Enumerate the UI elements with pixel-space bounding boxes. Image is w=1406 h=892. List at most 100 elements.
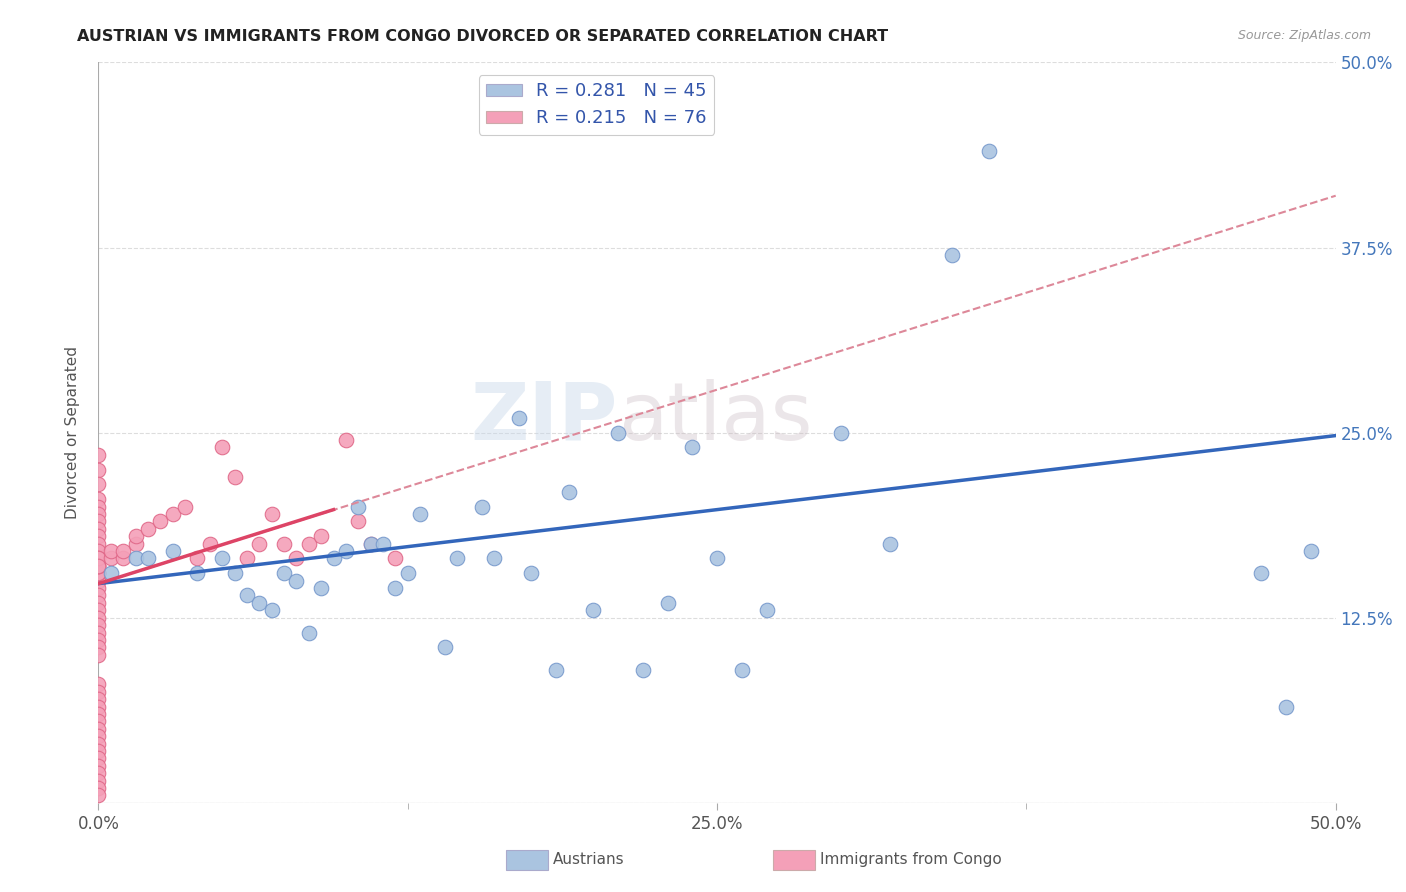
Text: atlas: atlas (619, 379, 813, 457)
Point (87, 737, 110, 751)
Point (557, 484, 579, 499)
Point (731, 663, 754, 677)
Point (112, 551, 135, 566)
Point (87, 706, 110, 721)
Point (224, 470, 246, 484)
Point (87, 529, 110, 543)
Point (87, 507, 110, 521)
Y-axis label: Divorced or Separated: Divorced or Separated (65, 346, 80, 519)
Point (309, 529, 332, 543)
Point (87, 558, 110, 573)
Point (273, 566, 295, 581)
Point (87, 558, 110, 573)
Point (87, 500, 110, 514)
Point (211, 551, 233, 566)
Point (879, 536, 901, 550)
Point (174, 500, 197, 514)
Point (87, 574, 110, 588)
Point (87, 581, 110, 595)
Point (247, 596, 270, 610)
Legend: R = 0.281   N = 45, R = 0.215   N = 76: R = 0.281 N = 45, R = 0.215 N = 76 (478, 75, 714, 135)
Point (87, 558, 110, 573)
Point (87, 729, 110, 743)
Point (136, 522, 159, 536)
Point (87, 492, 110, 507)
Point (87, 780, 110, 795)
Point (285, 551, 308, 566)
Point (124, 536, 146, 550)
Point (298, 536, 321, 550)
Point (87, 699, 110, 714)
Point (87, 692, 110, 706)
Point (941, 248, 963, 262)
Point (87, 722, 110, 736)
Point (149, 515, 172, 529)
Point (347, 500, 370, 514)
Point (87, 685, 110, 699)
Text: Austrians: Austrians (553, 853, 624, 867)
Point (186, 551, 208, 566)
Text: Immigrants from Congo: Immigrants from Congo (820, 853, 1001, 867)
Point (755, 603, 778, 617)
Point (87, 773, 110, 788)
Point (236, 551, 259, 566)
Point (186, 566, 208, 581)
Point (87, 544, 110, 558)
Point (384, 581, 406, 595)
Point (87, 789, 110, 803)
Point (706, 551, 728, 566)
Point (87, 566, 110, 581)
Point (285, 574, 308, 588)
Text: AUSTRIAN VS IMMIGRANTS FROM CONGO DIVORCED OR SEPARATED CORRELATION CHART: AUSTRIAN VS IMMIGRANTS FROM CONGO DIVORC… (77, 29, 889, 44)
Point (100, 551, 122, 566)
Point (224, 566, 246, 581)
Point (87, 574, 110, 588)
Point (87, 677, 110, 691)
Point (433, 640, 456, 655)
Point (87, 551, 110, 566)
Point (384, 551, 406, 566)
Point (162, 507, 184, 521)
Point (87, 448, 110, 462)
Point (409, 507, 432, 521)
Point (87, 558, 110, 573)
Point (87, 566, 110, 581)
Point (112, 544, 135, 558)
Point (681, 441, 703, 455)
Point (657, 596, 679, 610)
Point (87, 462, 110, 476)
Point (582, 603, 605, 617)
Point (87, 648, 110, 662)
Point (273, 536, 295, 550)
Point (87, 515, 110, 529)
Point (87, 589, 110, 603)
Point (136, 551, 159, 566)
Point (211, 441, 233, 455)
Point (100, 566, 122, 581)
Point (335, 433, 357, 447)
Point (396, 566, 419, 581)
Point (260, 507, 283, 521)
Point (247, 536, 270, 550)
Point (520, 566, 543, 581)
Point (124, 529, 146, 543)
Point (87, 640, 110, 655)
Point (979, 145, 1001, 159)
Point (100, 544, 122, 558)
Point (360, 536, 382, 550)
Point (546, 663, 568, 677)
Point (260, 603, 283, 617)
Point (322, 551, 344, 566)
Point (1250, 566, 1272, 581)
Point (347, 515, 370, 529)
Point (830, 425, 852, 440)
Point (1299, 544, 1322, 558)
Point (484, 551, 506, 566)
Point (87, 566, 110, 581)
Point (87, 566, 110, 581)
Point (87, 758, 110, 772)
Point (162, 544, 184, 558)
Point (87, 522, 110, 536)
Point (87, 751, 110, 765)
Point (87, 536, 110, 550)
